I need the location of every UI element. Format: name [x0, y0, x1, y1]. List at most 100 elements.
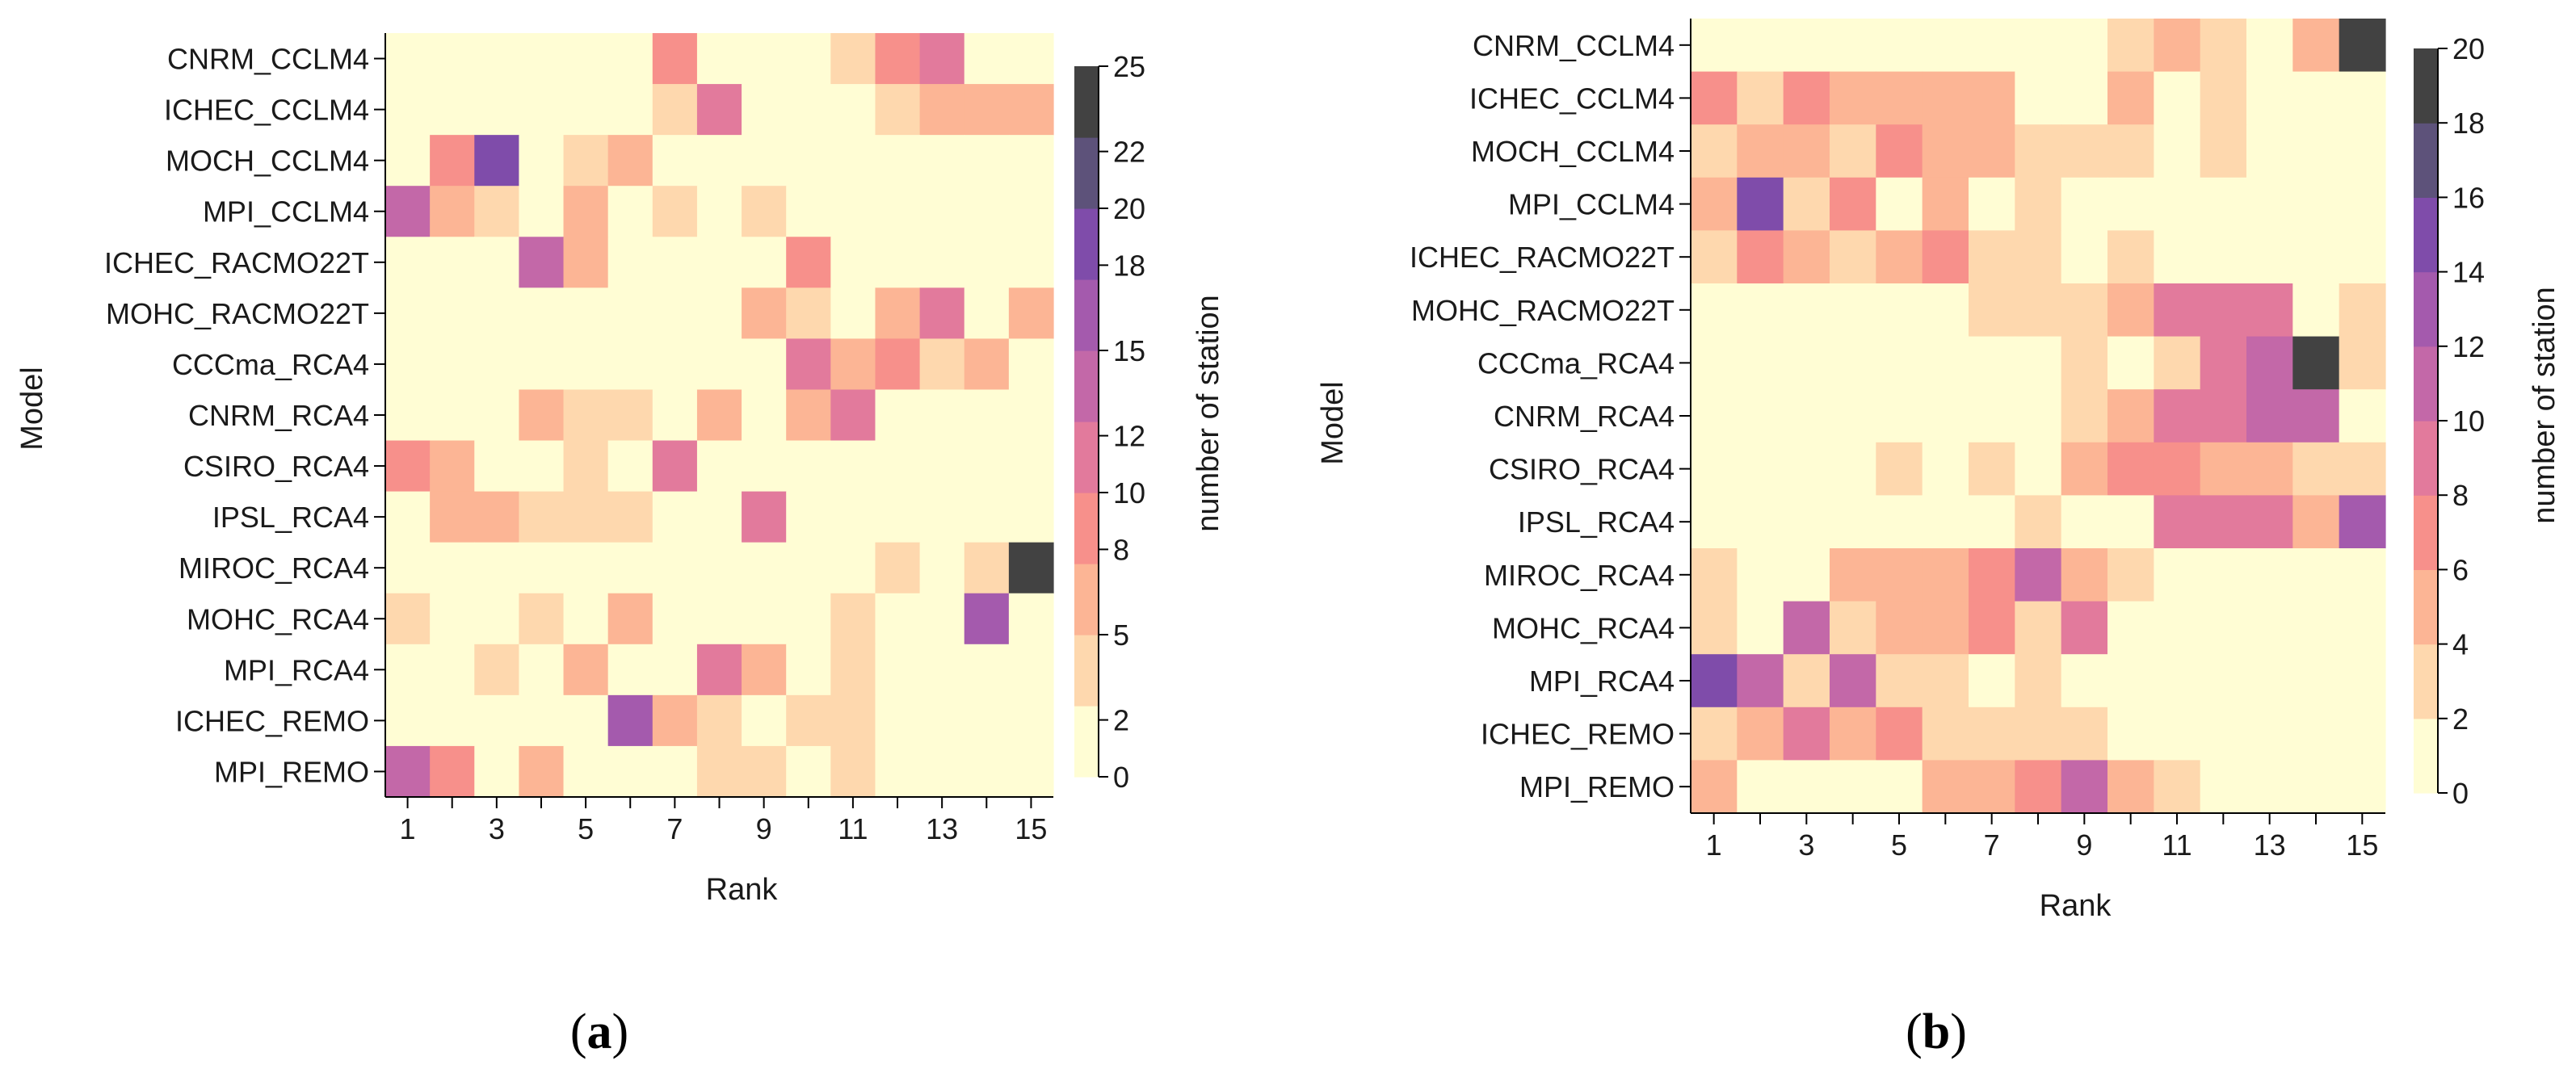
heatmap-cell [2339, 336, 2386, 390]
heatmap-cell [742, 593, 787, 645]
colorbar-title-a: number of station [1191, 295, 1225, 532]
colorbar-tick-label: 0 [1113, 761, 1129, 794]
heatmap-cell [1830, 654, 1876, 708]
heatmap-cell [2339, 230, 2386, 284]
heatmap-cell [1691, 283, 1738, 338]
colorbar-tick-label: 14 [2452, 256, 2485, 289]
heatmap-cell [385, 593, 431, 645]
heatmap-cell [964, 287, 1010, 339]
heatmap-cell [519, 694, 565, 747]
heatmap-cell [474, 33, 519, 85]
heatmap-cell [1691, 442, 1738, 496]
colorbar-segment [1074, 66, 1099, 138]
heatmap-cell [2200, 124, 2247, 178]
x-tick-label: 5 [1891, 828, 1907, 862]
heatmap-cell [1830, 601, 1876, 655]
heatmap-cell [652, 644, 698, 696]
heatmap-cell [1783, 283, 1830, 338]
x-tick-label: 11 [2162, 828, 2191, 862]
heatmap-cell [696, 389, 742, 442]
heatmap-cell [1737, 177, 1784, 231]
heatmap-cell [786, 186, 831, 237]
colorbar-tick-label: 4 [2452, 628, 2469, 661]
row-label: MPI_CCLM4 [1508, 188, 1675, 221]
heatmap-cell [1008, 593, 1054, 645]
heatmap-cell [2292, 389, 2340, 443]
heatmap-cell [696, 644, 742, 696]
colorbar-tick-label: 2 [2452, 702, 2469, 736]
heatmap-cell [2339, 601, 2386, 655]
heatmap-cell [2015, 177, 2062, 231]
heatmap-cell [2154, 601, 2201, 655]
row-labels-b: CNRM_CCLM4 ICHEC_CCLM4 MOCH_CCLM4 MPI_CCLM4… [1410, 19, 1691, 813]
heatmap-cell [1737, 654, 1784, 708]
heatmap-cell [2061, 71, 2108, 125]
heatmap-cell [2339, 760, 2386, 814]
heatmap-cell [1783, 389, 1830, 443]
heatmap-cell [830, 33, 876, 85]
row-label: CNRM_RCA4 [188, 399, 369, 432]
heatmap-cell [474, 237, 519, 288]
heatmap-cell [430, 186, 475, 237]
heatmap-cell [474, 84, 519, 136]
heatmap-cell [430, 237, 475, 288]
heatmap-cell [607, 745, 653, 798]
heatmap-cell [1783, 760, 1830, 814]
heatmap-cell [2246, 707, 2293, 761]
heatmap-cell [652, 440, 698, 493]
row-label: MOHC_RCA4 [187, 602, 369, 635]
heatmap-cell [964, 186, 1010, 237]
heatmap-cell [1691, 177, 1738, 231]
heatmap-cell [430, 593, 475, 645]
heatmap-cell [1008, 694, 1054, 747]
heatmap-cell [2061, 654, 2108, 708]
x-tick-label: 13 [926, 812, 958, 845]
heatmap-panel-a: CNRM_CCLM4 ICHEC_CCLM4 MOCH_CCLM4 MPI_CCLM4… [15, 33, 1225, 1059]
heatmap-cell [830, 135, 876, 187]
heatmap-cell [607, 287, 653, 339]
heatmap-cell [1969, 654, 2015, 708]
heatmap-cell [607, 440, 653, 493]
row-label: MPI_RCA4 [224, 653, 369, 686]
heatmap-cell [2154, 548, 2201, 602]
heatmap-cell [830, 237, 876, 288]
heatmap-cell [1922, 124, 1969, 178]
heatmap-cell [1876, 19, 1923, 73]
heatmap-cell [519, 338, 565, 391]
heatmap-cell [519, 644, 565, 696]
heatmap-cell [964, 542, 1010, 594]
heatmap-cell [1008, 135, 1054, 187]
heatmap-cell [964, 135, 1010, 187]
heatmap-cell [563, 745, 609, 798]
x-axis-a: 1 3 5 7 9 11 13 15 [385, 796, 1053, 845]
colorbar-segment [2414, 197, 2438, 273]
heatmap-cell [696, 33, 742, 85]
panel-letter-b: b [1923, 1004, 1950, 1059]
heatmap-cell [919, 338, 965, 391]
heatmap-cell [2015, 283, 2062, 338]
heatmap-cell [919, 84, 965, 136]
row-label: MIROC_RCA4 [179, 551, 369, 585]
heatmap-cell [652, 491, 698, 543]
heatmap-cell [1691, 71, 1738, 125]
heatmap-cell [742, 491, 787, 543]
heatmap-cell [2246, 548, 2293, 602]
heatmap-cell [1922, 230, 1969, 284]
heatmap-cell [607, 84, 653, 136]
colorbar-tick-label: 8 [2452, 479, 2469, 512]
heatmap-cell [430, 287, 475, 339]
heatmap-cell [1008, 389, 1054, 442]
heatmap-cell [2200, 654, 2247, 708]
heatmap-cell [1876, 230, 1923, 284]
heatmap-cell [607, 542, 653, 594]
row-label: MOHC_RACMO22T [1411, 294, 1675, 327]
heatmap-cell [2246, 124, 2293, 178]
heatmap-cell [1830, 230, 1876, 284]
row-label: ICHEC_CCLM4 [1469, 82, 1675, 115]
heatmap-cell [742, 33, 787, 85]
heatmap-cell [696, 338, 742, 391]
heatmap-cell [830, 84, 876, 136]
heatmap-cell [830, 593, 876, 645]
heatmap-cell [2246, 230, 2293, 284]
heatmap-cell [2061, 707, 2108, 761]
